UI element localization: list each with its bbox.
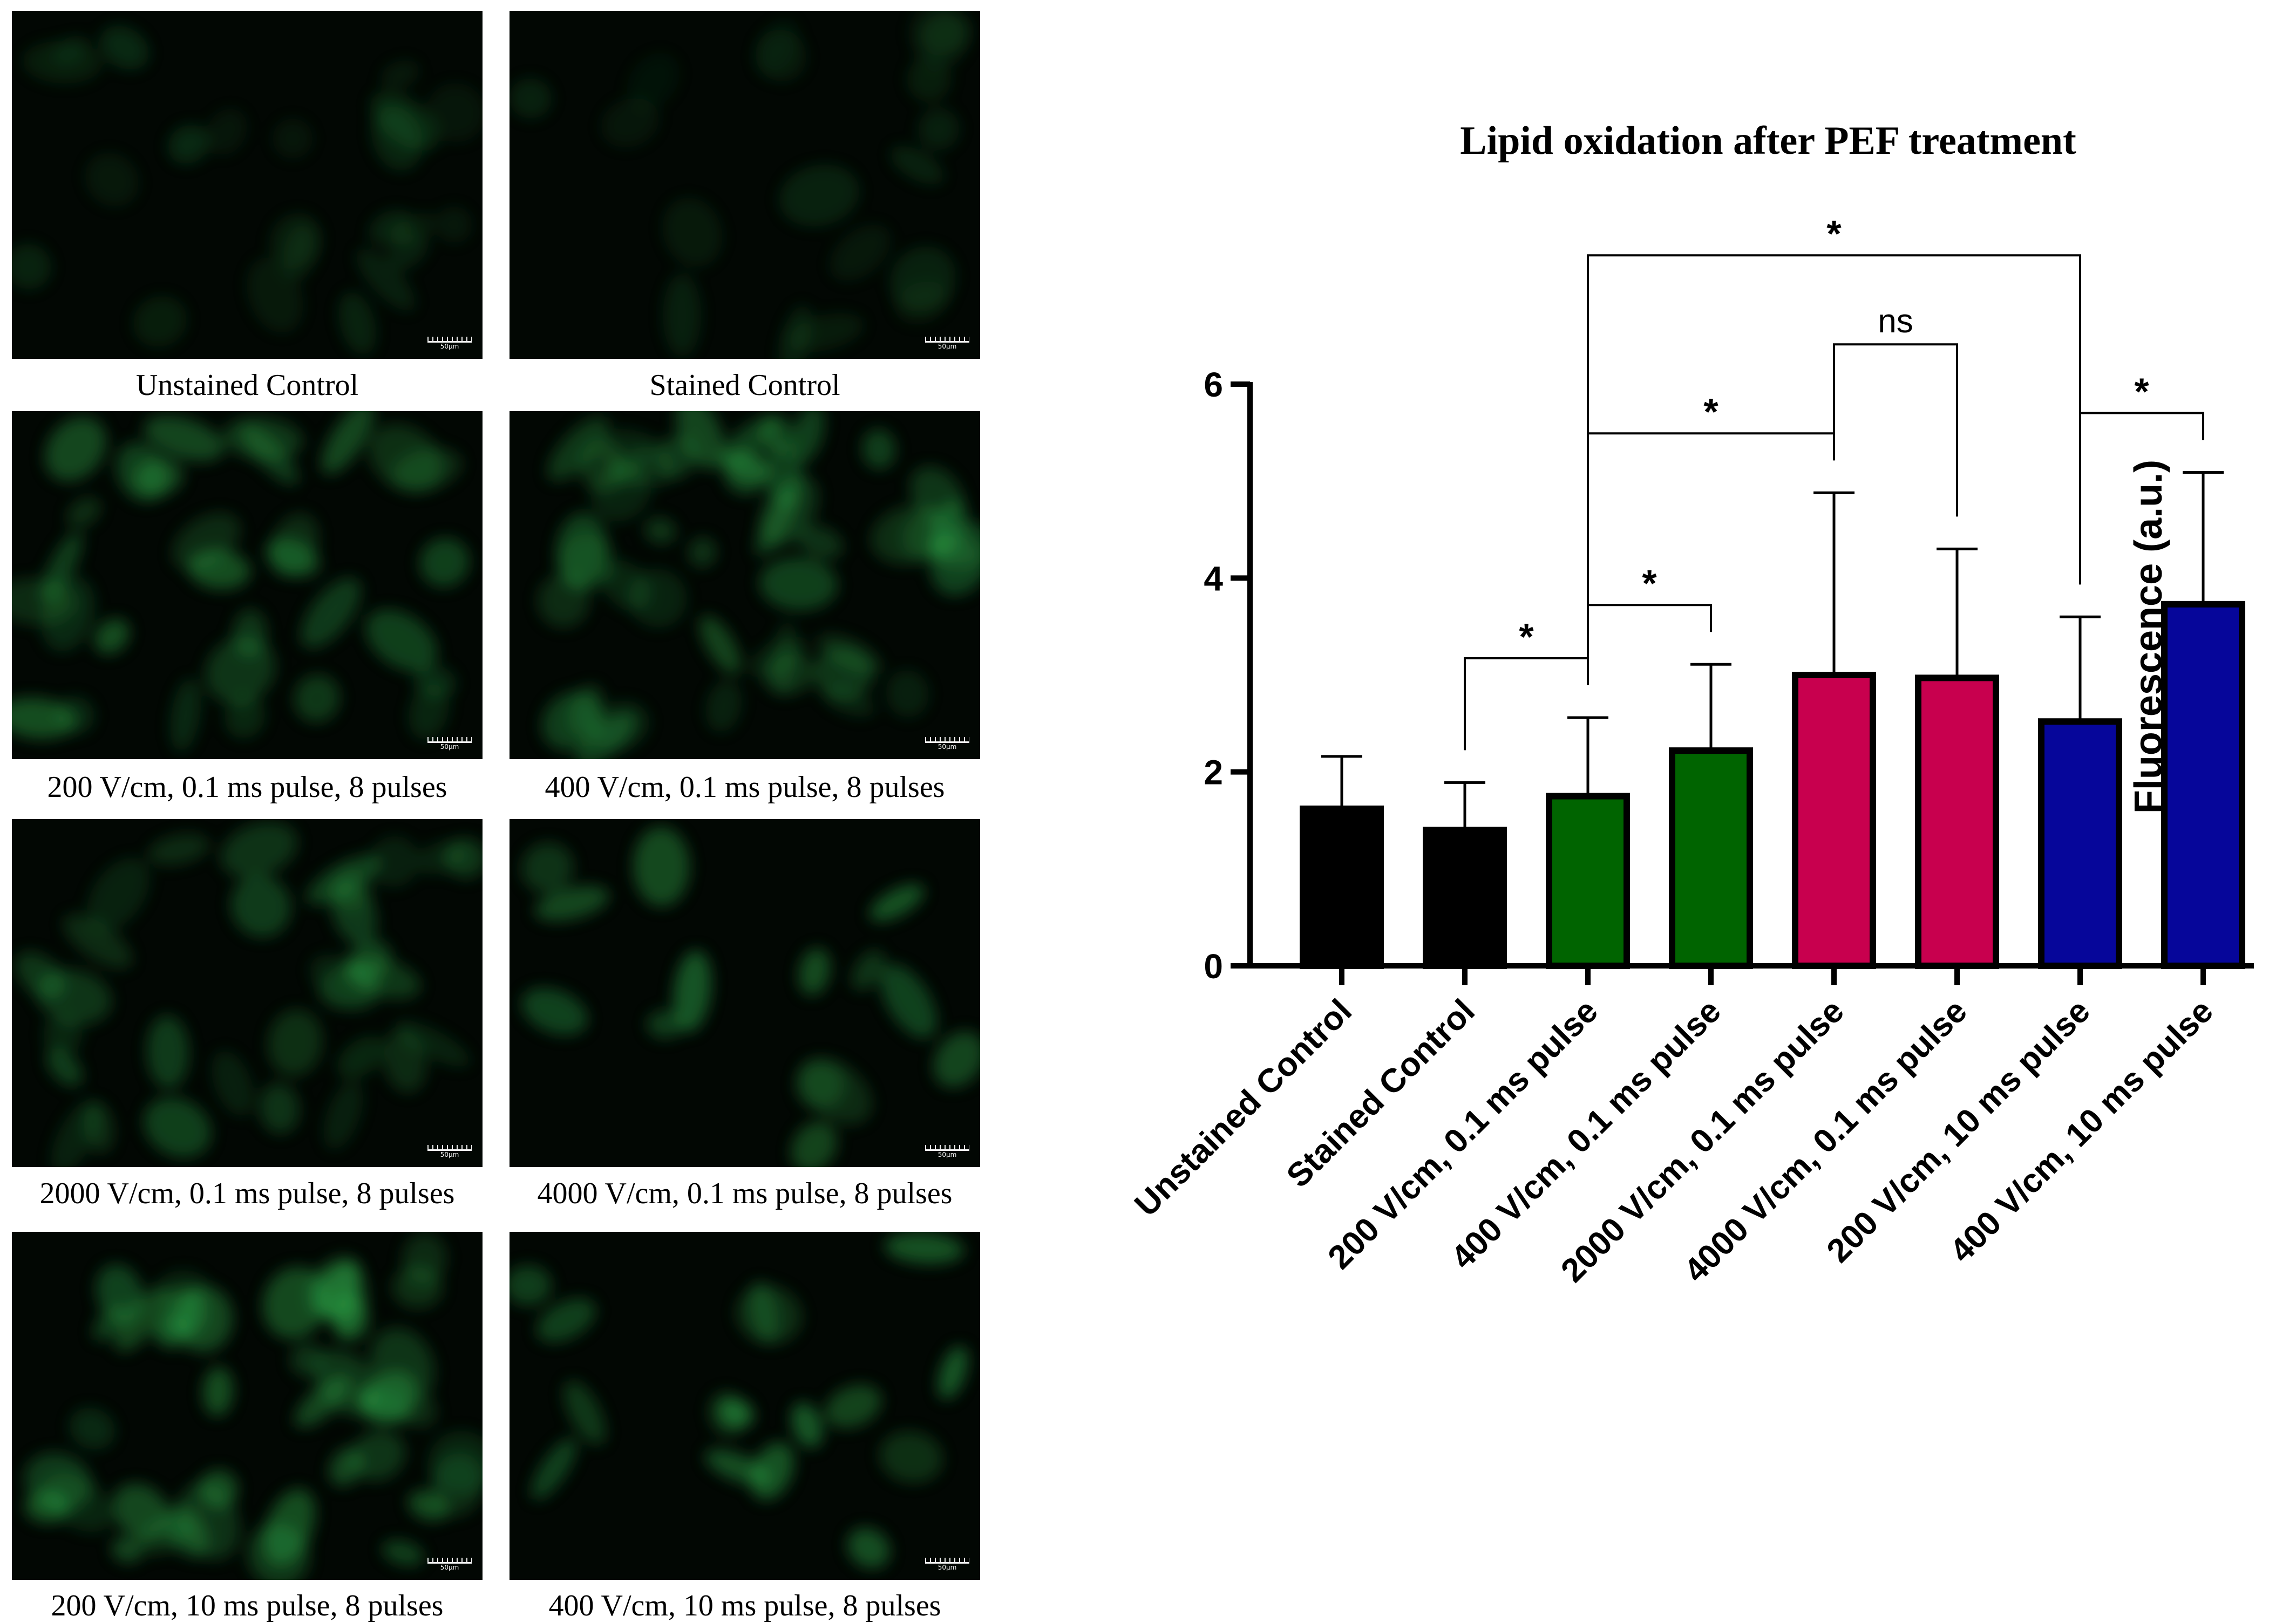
scale-bar: 50μm — [925, 1142, 969, 1158]
scale-bar-label: 50μm — [938, 343, 957, 350]
significance-bracket — [1587, 604, 1712, 686]
bar — [1546, 793, 1630, 970]
scale-bar-label: 50μm — [938, 1564, 957, 1571]
significance-bracket — [1833, 343, 1958, 517]
significance-bracket — [1587, 432, 1835, 686]
asterisk-label: * — [1642, 562, 1657, 604]
micrograph-grid: 50μm Unstained Control 50μm Stained Control… — [0, 0, 988, 1622]
scale-bar: 50μm — [427, 333, 472, 350]
fluorescence-micrograph: 50μm — [510, 11, 980, 359]
micrograph-caption: 2000 V/cm, 0.1 ms pulse, 8 pulses — [39, 1177, 455, 1210]
scale-bar-label: 50μm — [938, 743, 957, 751]
scale-bar-label: 50μm — [440, 743, 459, 751]
y-tick-label: 0 — [1204, 947, 1223, 986]
micrograph-caption: 4000 V/cm, 0.1 ms pulse, 8 pulses — [537, 1177, 953, 1210]
bar — [2038, 718, 2122, 969]
scale-bar: 50μm — [925, 734, 969, 750]
fluorescence-micrograph: 50μm — [12, 411, 483, 759]
micrograph-caption: Stained Control — [649, 369, 840, 402]
scale-bar-label: 50μm — [440, 343, 459, 350]
y-tick-label: 6 — [1204, 365, 1223, 404]
error-bars — [1321, 470, 2224, 830]
fluorescence-micrograph: 50μm — [510, 411, 980, 759]
asterisk-label: * — [1826, 213, 1842, 255]
significance-bracket — [2079, 412, 2204, 585]
x-tick-label: Unstained Control — [1127, 992, 1359, 1224]
scale-bar-label: 50μm — [440, 1151, 459, 1158]
fluorescence-micrograph: 50μm — [12, 1232, 483, 1580]
ns-label: ns — [1878, 303, 1913, 340]
scale-bar: 50μm — [427, 734, 472, 750]
bar-chart: Lipid oxidation after PEF treatment 0 2 4 6… — [1127, 119, 2254, 1290]
micrograph-caption: Unstained Control — [135, 369, 359, 402]
significance-brackets: * * * ns * * — [1464, 213, 2204, 751]
bar — [1300, 805, 1384, 969]
bar — [1915, 674, 1999, 969]
micrograph-caption: 200 V/cm, 10 ms pulse, 8 pulses — [51, 1589, 444, 1622]
bar — [2161, 601, 2245, 970]
asterisk-label: * — [1703, 391, 1718, 433]
micrograph-caption: 400 V/cm, 10 ms pulse, 8 pulses — [548, 1589, 941, 1622]
bars — [1300, 601, 2245, 970]
fluorescence-micrograph: 50μm — [12, 11, 483, 359]
significance-bracket — [1464, 657, 1589, 751]
scale-bar: 50μm — [925, 333, 969, 350]
scale-bar: 50μm — [427, 1142, 472, 1158]
asterisk-label: * — [2134, 370, 2149, 412]
y-tick-label: 2 — [1204, 753, 1223, 792]
bar — [1792, 672, 1876, 969]
bar — [1669, 747, 1753, 969]
y-axis-label: Fluorescence (a.u.) — [2127, 460, 2170, 814]
y-tick-label: 4 — [1204, 559, 1223, 598]
fluorescence-micrograph: 50μm — [510, 1232, 980, 1580]
fluorescence-micrograph: 50μm — [510, 819, 980, 1167]
chart-title: Lipid oxidation after PEF treatment — [1460, 119, 2076, 163]
scale-bar-label: 50μm — [440, 1564, 459, 1571]
micrograph-caption: 400 V/cm, 0.1 ms pulse, 8 pulses — [545, 770, 945, 804]
bar — [1423, 827, 1507, 970]
asterisk-label: * — [1519, 616, 1534, 658]
micrograph-caption: 200 V/cm, 0.1 ms pulse, 8 pulses — [47, 770, 447, 804]
scale-bar-label: 50μm — [938, 1151, 957, 1158]
fluorescence-micrograph: 50μm — [12, 819, 483, 1167]
scale-bar: 50μm — [427, 1554, 472, 1571]
scale-bar: 50μm — [925, 1554, 969, 1571]
